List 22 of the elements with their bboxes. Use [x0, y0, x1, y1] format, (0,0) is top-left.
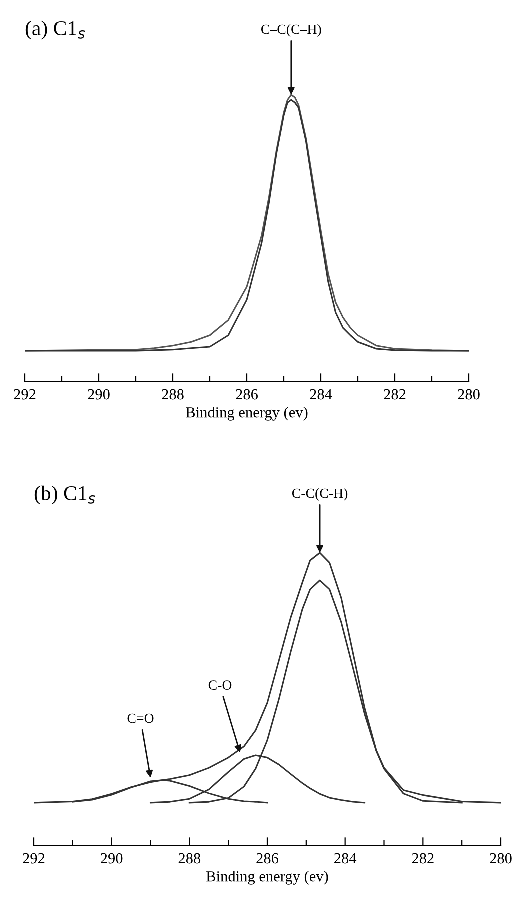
x-axis-title: Binding energy (ev) [206, 870, 328, 885]
x-tick-label: 290 [101, 853, 123, 864]
x-tick-label: 282 [412, 853, 434, 864]
annotation: C-C(C-H) [292, 488, 348, 501]
chart-title: (b) C1$_{s}$ [34, 486, 96, 505]
x-tick-label: 292 [23, 853, 45, 864]
annotation: C–C(C–H) [261, 24, 322, 37]
x-tick-label: 292 [14, 389, 36, 400]
x-tick-label: 280 [490, 853, 512, 864]
x-tick-label: 288 [162, 389, 184, 400]
annotation: C=O [128, 714, 154, 724]
x-tick-label: 280 [458, 389, 480, 400]
annotation: C-O [208, 680, 232, 690]
chart-title: (a) C1$_{s}$ [26, 20, 86, 40]
x-tick-label: 284 [334, 853, 357, 864]
x-tick-label: 288 [178, 853, 201, 864]
x-tick-label: 286 [236, 389, 258, 400]
x-tick-label: 290 [88, 389, 110, 400]
x-tick-label: 286 [256, 853, 278, 864]
x-tick-label: 284 [310, 389, 332, 400]
x-tick-label: 282 [384, 389, 406, 400]
x-axis-title: Binding energy (ev) [186, 406, 308, 421]
